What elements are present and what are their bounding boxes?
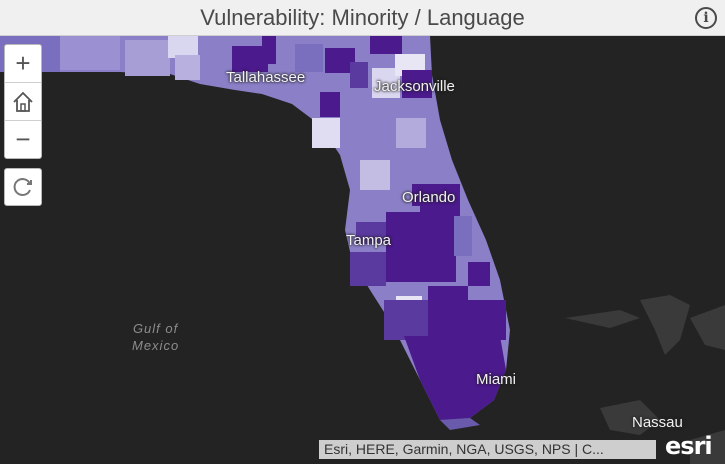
county-shading-south [350, 184, 506, 420]
info-icon[interactable]: i [695, 7, 717, 29]
zoom-controls: + − [4, 44, 42, 159]
map-view[interactable]: Tallahassee Jacksonville Orlando Tampa M… [0, 36, 725, 464]
home-icon [13, 91, 33, 112]
tampa-label: Tampa [346, 232, 392, 249]
map-title: Vulnerability: Minority / Language [200, 4, 525, 30]
refresh-button[interactable] [4, 168, 42, 206]
esri-logo[interactable]: esri [665, 432, 713, 460]
map-canvas [0, 36, 725, 464]
nassau-label: Nassau [632, 414, 683, 431]
tallahassee-label: Tallahassee [226, 69, 306, 86]
jacksonville-label: Jacksonville [374, 78, 455, 95]
bahamas-shape [565, 295, 725, 464]
map-attribution[interactable]: Esri, HERE, Garmin, NGA, USGS, NPS | C..… [319, 440, 656, 459]
miami-label: Miami [476, 371, 516, 388]
zoom-in-button[interactable]: + [15, 48, 31, 78]
gulf-of-mexico-label: Gulf of Mexico [132, 321, 180, 353]
keys-shape [440, 418, 480, 430]
refresh-icon [13, 178, 32, 196]
orlando-label: Orlando [402, 189, 456, 206]
county-shading-north [0, 36, 432, 190]
map-title-bar: Vulnerability: Minority / Language i [0, 0, 725, 36]
home-button[interactable] [5, 82, 41, 120]
zoom-out-button[interactable]: − [5, 120, 41, 158]
